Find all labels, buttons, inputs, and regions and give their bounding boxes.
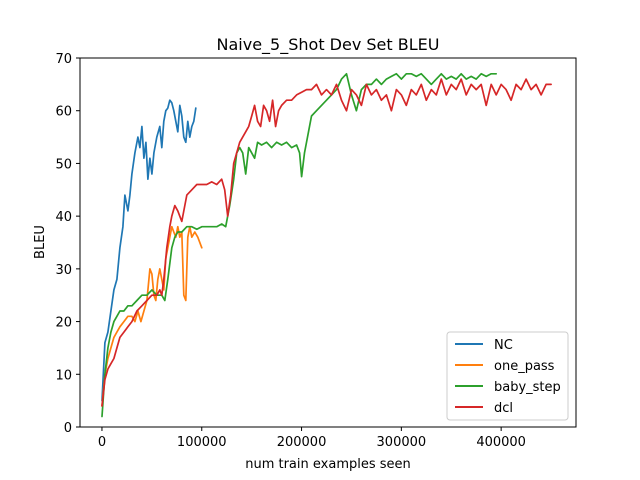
legend-label-one-pass: one_pass	[494, 359, 555, 374]
x-tick-label: 300000	[377, 435, 427, 450]
series-layer	[101, 72, 552, 418]
legend-label-dcl: dcl	[494, 401, 513, 416]
series-line-nc	[101, 99, 197, 402]
y-tick-label: 20	[55, 316, 72, 331]
axis-ticks: 0 100000 200000 300000 400000 0 10 20 30 40 50 60 70	[55, 52, 526, 450]
plot-frame	[79, 57, 577, 428]
series-line-one-pass	[101, 225, 203, 407]
x-axis-label: num train examples seen	[245, 457, 411, 472]
y-tick-label: 30	[55, 263, 72, 278]
y-tick-label: 70	[55, 52, 72, 67]
y-tick-label: 0	[64, 421, 72, 436]
x-tick-label: 100000	[177, 435, 227, 450]
chart-title: Naive_5_Shot Dev Set BLEU	[217, 35, 440, 55]
x-tick-label: 400000	[476, 435, 526, 450]
legend-label-baby-step: baby_step	[494, 380, 561, 395]
legend: NC one_pass baby_step dcl	[446, 331, 569, 421]
y-tick-label: 60	[55, 105, 72, 120]
y-axis-label: BLEU	[33, 225, 48, 259]
legend-box	[446, 331, 569, 421]
y-tick-label: 10	[55, 368, 72, 383]
x-tick-label: 200000	[277, 435, 327, 450]
y-tick-label: 40	[55, 210, 72, 225]
legend-label-nc: NC	[494, 338, 513, 353]
y-tick-label: 50	[55, 157, 72, 172]
x-tick-label: 0	[98, 435, 106, 450]
series-line-dcl	[101, 78, 552, 407]
